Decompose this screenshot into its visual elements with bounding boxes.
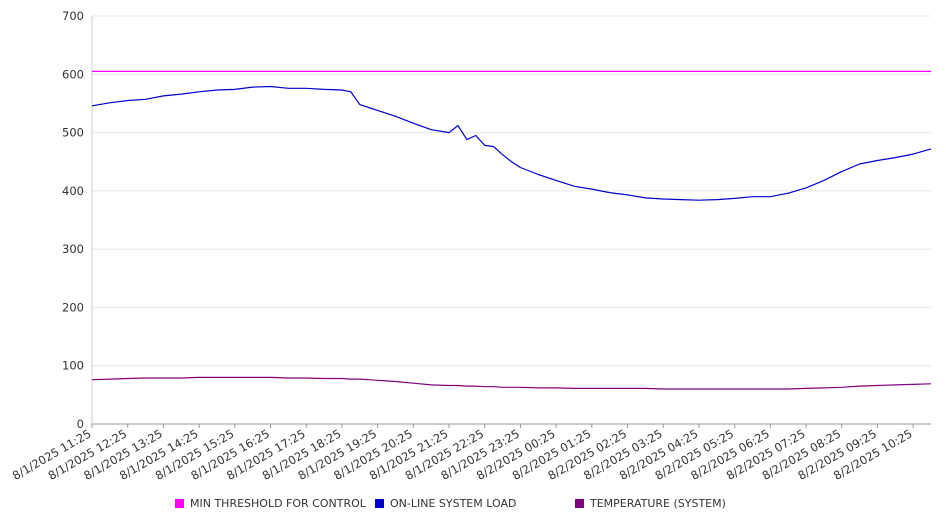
legend-swatch-system-load	[375, 499, 384, 508]
legend: MIN THRESHOLD FOR CONTROL ON-LINE SYSTEM…	[0, 497, 946, 517]
y-tick-label: 0	[77, 417, 84, 431]
legend-item-min-threshold: MIN THRESHOLD FOR CONTROL	[175, 497, 366, 510]
legend-swatch-min-threshold	[175, 499, 184, 508]
legend-item-temperature: TEMPERATURE (SYSTEM)	[575, 497, 726, 510]
grid-layer	[92, 15, 931, 367]
legend-label-system-load: ON-LINE SYSTEM LOAD	[390, 497, 517, 510]
legend-swatch-temperature	[575, 499, 584, 508]
legend-label-min-threshold: MIN THRESHOLD FOR CONTROL	[190, 497, 366, 510]
y-tick-label: 700	[62, 9, 84, 23]
legend-item-system-load: ON-LINE SYSTEM LOAD	[375, 497, 516, 510]
series-layer	[91, 70, 932, 390]
axis-layer	[91, 16, 931, 428]
y-tick-label: 500	[62, 126, 84, 140]
y-tick-label: 400	[62, 184, 84, 198]
y-tick-label: 100	[62, 359, 84, 373]
y-tick-label: 200	[62, 300, 84, 314]
series-line-1	[91, 85, 932, 201]
legend-label-temperature: TEMPERATURE (SYSTEM)	[590, 497, 726, 510]
y-tick-label: 600	[62, 67, 84, 81]
series-line-2	[91, 376, 932, 390]
y-tick-label: 300	[62, 242, 84, 256]
